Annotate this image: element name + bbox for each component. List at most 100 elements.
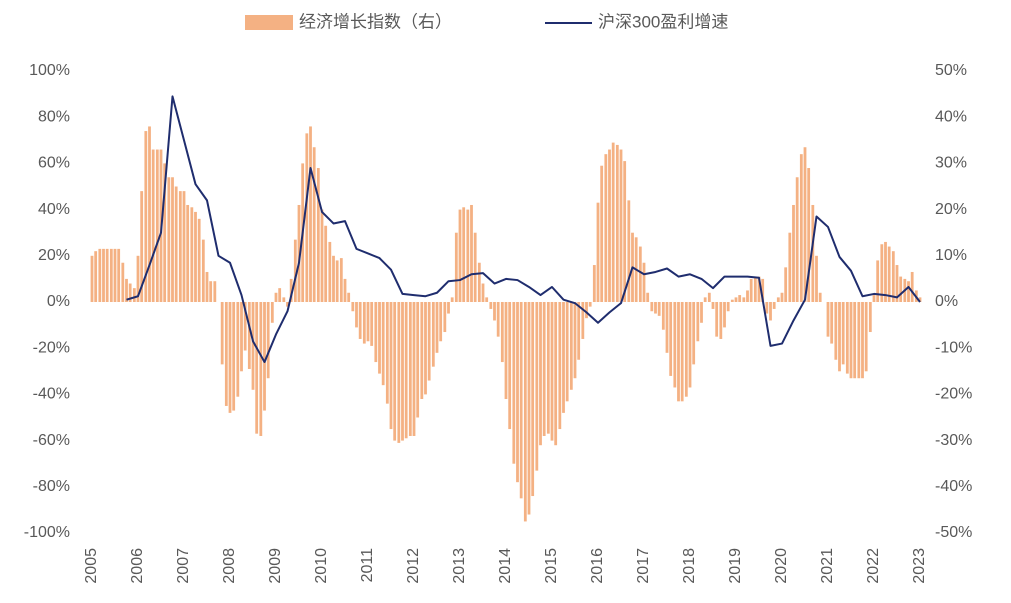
bar [638,246,642,302]
bar [458,209,462,302]
bar [558,302,562,430]
bar [508,302,512,430]
bar [213,281,217,302]
bar [332,255,335,302]
bar [535,302,539,471]
bar [876,260,880,302]
y-tick-label: -60% [33,432,70,449]
bar [389,302,393,430]
bar [171,177,174,302]
bar [918,297,922,302]
bar [144,131,148,302]
bar [726,302,730,312]
line [126,95,921,364]
bar [278,288,282,302]
bar [772,302,776,309]
bar [887,246,891,302]
bar [730,299,734,302]
bar [470,204,473,302]
bar [270,302,274,323]
bar [381,302,385,386]
bar [247,302,251,369]
bar [542,302,546,436]
bar [646,292,650,302]
bar [251,302,255,390]
y2-tick-label: 20% [935,201,967,218]
bar [523,302,527,522]
bar [320,209,324,302]
bar [838,302,841,372]
bar [734,297,738,302]
bar [447,302,450,314]
y2-tick-label: 30% [935,155,967,172]
bar [600,165,604,302]
bar [351,302,355,312]
y2-tick-label: 40% [935,108,967,125]
y-tick-label: -80% [33,478,70,495]
bar [132,288,136,302]
bar [125,278,128,302]
bar [358,302,362,339]
bar [462,207,466,302]
bar [347,292,351,302]
x-tick-label: 2006 [129,548,146,584]
y2-tick-label: 50% [935,62,967,79]
y-tick-label: 40% [38,201,70,218]
bar [274,292,278,302]
bar [443,302,447,333]
bar [197,218,201,302]
bar [385,302,389,404]
bar [746,290,749,302]
bar [780,292,784,302]
bar [493,302,496,321]
y2-tick-label: -10% [935,339,972,356]
x-tick-label: 2019 [727,548,744,584]
bar [266,302,270,379]
bar [861,302,864,379]
bar [815,255,818,302]
bar [769,302,772,321]
bar [792,204,795,302]
x-tick-label: 2021 [819,548,836,584]
bar [335,260,339,302]
bar [205,271,209,302]
bar [562,302,565,413]
bar [577,302,581,360]
bar [236,302,240,397]
bar [228,302,232,413]
y2-tick-label: -50% [935,524,972,541]
bar [642,262,646,302]
bar [707,292,711,302]
bar [293,239,297,302]
x-tick-label: 2018 [681,548,698,584]
bar [845,302,849,374]
bar [148,126,151,302]
y2-tick-label: -20% [935,386,972,403]
bar [182,191,186,302]
bar [757,276,761,302]
bar [190,207,194,302]
bar [178,191,182,302]
bar [393,302,397,441]
bar [654,302,657,314]
bar [680,302,684,402]
bar [531,302,535,497]
legend-label: 沪深300盈利增速 [598,12,728,31]
bar [795,177,799,302]
bar [431,302,435,367]
bar [661,302,665,330]
x-tick-label: 2009 [267,548,284,584]
bar [194,211,197,302]
y-tick-label: -100% [24,524,70,541]
bar [240,302,243,372]
bar [297,204,301,302]
bar [627,200,631,302]
bar [719,302,723,339]
x-tick-label: 2016 [589,548,606,584]
bar [799,154,803,302]
bar [504,302,508,400]
bar [282,297,286,302]
x-tick-label: 2022 [865,548,882,584]
bar [485,297,489,302]
